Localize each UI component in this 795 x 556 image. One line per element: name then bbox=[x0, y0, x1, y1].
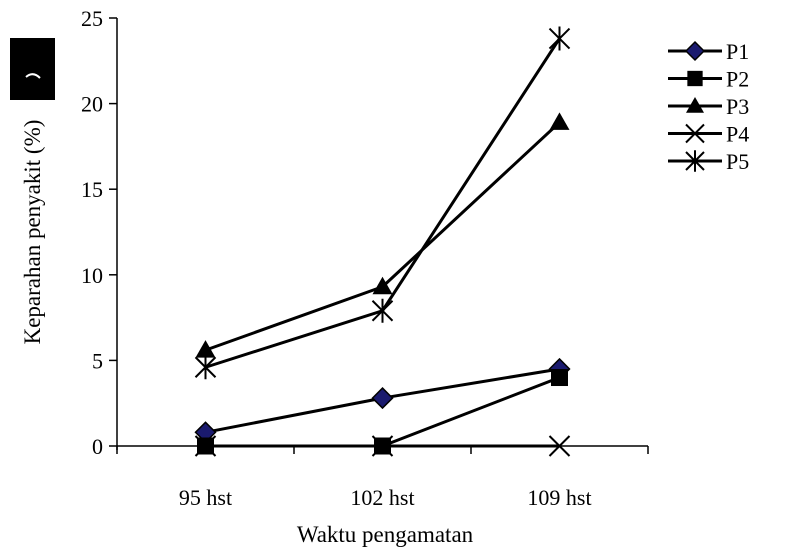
data-point-p4 bbox=[371, 435, 394, 457]
legend-marker-p5 bbox=[685, 150, 705, 172]
y-tick-label: 25 bbox=[81, 6, 103, 31]
legend-label-p4: P4 bbox=[726, 122, 749, 147]
legend-label-p5: P5 bbox=[726, 149, 749, 174]
legend-marker-p4 bbox=[685, 123, 705, 144]
data-point-p4 bbox=[548, 435, 571, 457]
data-point-p3 bbox=[195, 340, 216, 358]
data-point-p5 bbox=[548, 26, 571, 51]
data-point-p5 bbox=[371, 298, 394, 323]
y-tick-label: 0 bbox=[92, 434, 103, 459]
axes bbox=[116, 18, 648, 450]
data-point-p3 bbox=[549, 112, 570, 130]
legend-marker-p1 bbox=[684, 40, 706, 62]
series-markers bbox=[194, 26, 571, 457]
legend-marker-p2 bbox=[687, 70, 703, 87]
legend-marker-p3 bbox=[686, 97, 704, 113]
image-artifact-mark bbox=[25, 73, 41, 79]
data-point-p2 bbox=[551, 369, 568, 387]
legend-label-p3: P3 bbox=[726, 94, 749, 119]
x-tick-label: 95 hst bbox=[179, 485, 232, 510]
data-point-p1 bbox=[371, 387, 394, 410]
y-tick-label: 5 bbox=[92, 348, 103, 373]
series-lines bbox=[204, 37, 561, 448]
y-tick-label: 10 bbox=[81, 263, 103, 288]
y-ticks: 0 5 10 15 20 25 bbox=[81, 6, 117, 459]
legend-label-p1: P1 bbox=[726, 39, 749, 64]
legend-label-p2: P2 bbox=[726, 67, 749, 92]
y-tick-label: 15 bbox=[81, 177, 103, 202]
y-axis-title: Keparahan penyakit (%) bbox=[20, 120, 45, 345]
image-artifact-block bbox=[10, 38, 55, 100]
data-point-p4 bbox=[194, 435, 217, 457]
x-axis-title: Waktu pengamatan bbox=[297, 522, 474, 547]
data-point-p5 bbox=[194, 355, 217, 380]
x-ticks: 95 hst 102 hst 109 hst bbox=[116, 446, 649, 510]
x-tick-label: 102 hst bbox=[350, 485, 414, 510]
data-point-p3 bbox=[372, 276, 393, 295]
x-tick-label: 109 hst bbox=[527, 485, 591, 510]
y-tick-label: 20 bbox=[81, 92, 103, 117]
